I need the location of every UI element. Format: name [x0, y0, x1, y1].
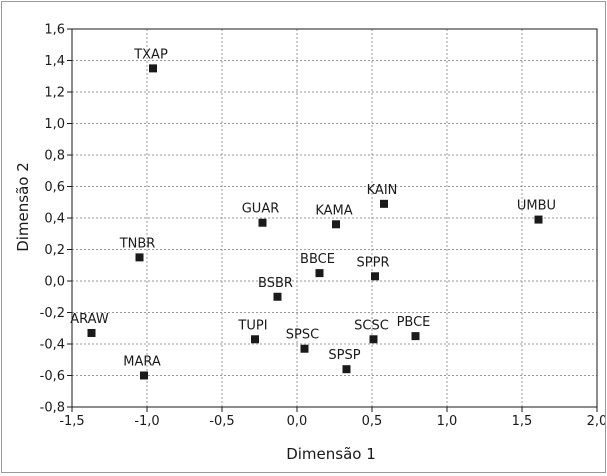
x-tick-label: -1,0: [134, 414, 159, 429]
y-axis-title: Dimensão 2: [14, 162, 32, 252]
point-marker: [534, 215, 543, 224]
point-label: UMBU: [517, 199, 556, 214]
data-point: ARAW: [70, 312, 109, 337]
data-point: BBCE: [300, 252, 335, 278]
y-tick-label: -0,6: [40, 369, 65, 384]
data-point: GUAR: [242, 202, 280, 227]
point-marker: [149, 64, 157, 73]
point-marker: [251, 335, 259, 344]
tick-labels: -1,5 -1,0 -0,5 0,0 0,5 1,0 1,5 2,0 -0,8 -0,6 -0,4 -…: [40, 23, 607, 430]
data-point: UMBU: [517, 199, 556, 224]
y-tick-label: -0,2: [40, 306, 65, 321]
x-tick-label: -1,5: [59, 414, 84, 429]
y-tick-label: 0,8: [44, 149, 65, 164]
point-label: SPSC: [286, 328, 319, 343]
point-marker: [371, 272, 379, 281]
x-tick-label: 0,0: [287, 414, 308, 429]
data-point: PBCE: [397, 315, 431, 341]
data-point: KAMA: [315, 203, 353, 229]
point-label: SPSP: [328, 348, 360, 363]
y-tick-label: 1,6: [44, 23, 65, 38]
point-marker: [332, 220, 340, 229]
data-point: SPPR: [357, 255, 390, 281]
x-axis-title: Dimensão 1: [286, 445, 376, 463]
point-label: PBCE: [397, 315, 431, 330]
point-label: ARAW: [70, 312, 109, 327]
point-label: TNBR: [119, 236, 156, 251]
x-tick-label: 1,5: [512, 414, 533, 429]
grid: [72, 29, 597, 407]
point-label: MARA: [123, 355, 161, 370]
point-label: BSBR: [258, 276, 293, 291]
y-tick-label: -0,4: [40, 338, 65, 353]
point-label: KAIN: [367, 183, 398, 198]
y-tick-label: 0,4: [44, 212, 65, 227]
point-marker: [300, 344, 309, 353]
axes: [67, 28, 598, 412]
y-tick-label: 0,2: [44, 243, 65, 258]
data-point: KAIN: [367, 183, 398, 208]
x-tick-label: 2,0: [587, 414, 605, 429]
x-tick-label: -0,5: [209, 414, 234, 429]
point-marker: [87, 328, 96, 337]
point-label: SCSC: [354, 318, 389, 333]
point-marker: [273, 292, 282, 301]
y-tick-label: 1,4: [44, 54, 65, 69]
y-tick-label: 1,2: [44, 86, 65, 101]
y-tick-label: 0,0: [44, 275, 65, 290]
point-marker: [140, 371, 148, 380]
y-tick-label: 0,6: [44, 180, 65, 195]
data-point: TUPI: [237, 318, 268, 344]
y-tick-label: -0,8: [40, 401, 65, 416]
data-point: MARA: [123, 355, 161, 380]
point-marker: [369, 335, 378, 344]
point-marker: [342, 365, 351, 374]
point-label: TUPI: [237, 318, 267, 333]
data-point: SCSC: [354, 318, 389, 344]
point-label: SPPR: [357, 255, 390, 270]
y-tick-label: 1,0: [44, 117, 65, 132]
x-tick-label: 0,5: [362, 414, 383, 429]
data-point: SPSP: [328, 348, 361, 374]
point-marker: [315, 269, 324, 278]
data-point: BSBR: [258, 276, 293, 301]
point-label: BBCE: [300, 252, 335, 267]
data-point: SPSC: [286, 328, 319, 353]
point-marker: [135, 253, 144, 262]
data-point: TNBR: [119, 236, 156, 262]
point-marker: [258, 218, 267, 227]
point-label: KAMA: [315, 203, 352, 218]
data-point: TXAP: [133, 47, 168, 73]
point-label: GUAR: [242, 202, 280, 217]
point-marker: [380, 199, 388, 208]
x-tick-label: 1,0: [437, 414, 458, 429]
point-marker: [411, 332, 420, 341]
point-label: TXAP: [133, 47, 168, 62]
data-points: TXAP KAIN UMBU GUAR KAMA TNBR BBCE SPPR BSBR ARAW…: [70, 47, 556, 380]
